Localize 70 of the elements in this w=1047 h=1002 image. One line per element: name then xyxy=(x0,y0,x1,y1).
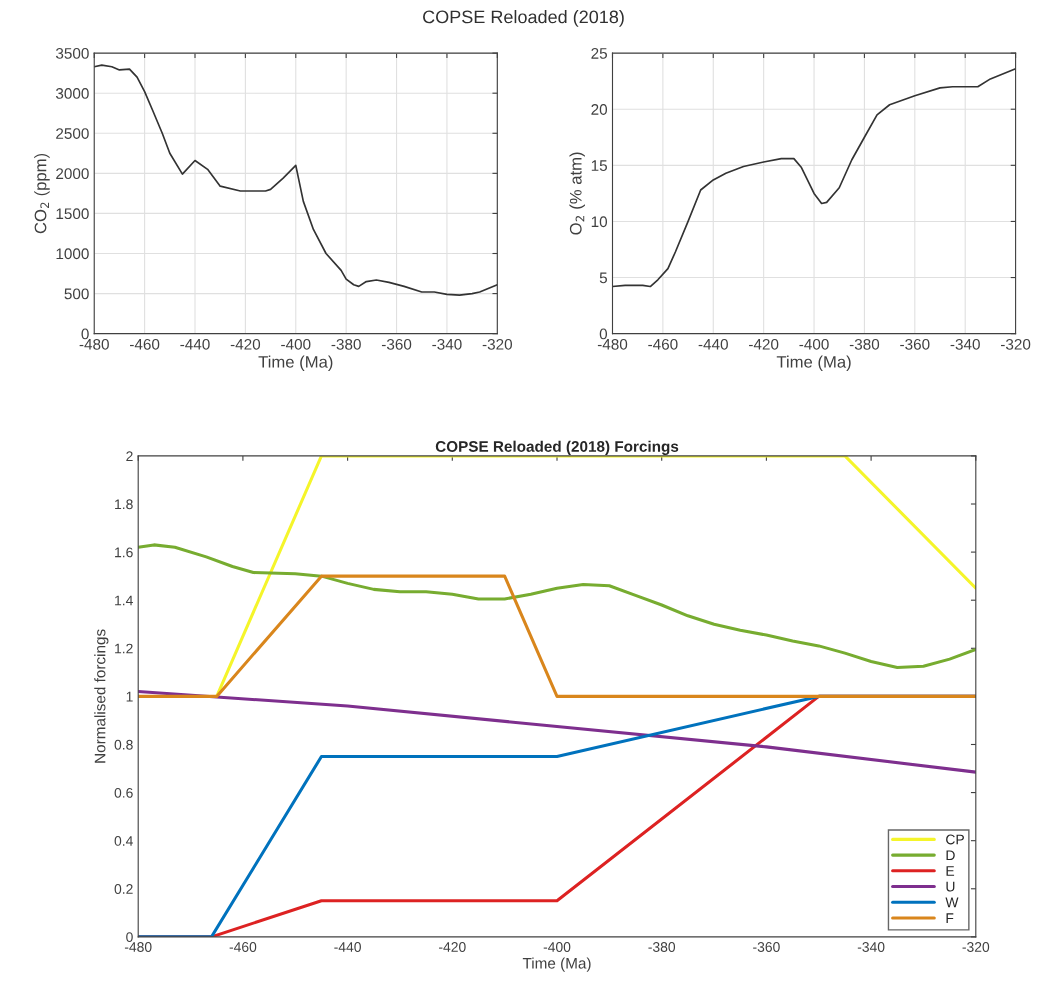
y-tick-label: 0.8 xyxy=(114,739,133,750)
x-tick-label: -480 xyxy=(597,338,628,350)
y-tick-label: 2500 xyxy=(56,128,89,139)
y-tick-label: 10 xyxy=(591,216,608,228)
chart-title: COPSE Reloaded (2018) Forcings xyxy=(435,440,679,455)
y-tick-label: 5 xyxy=(599,272,607,284)
x-tick-label: -360 xyxy=(900,338,930,350)
x-tick-label: -420 xyxy=(439,942,466,952)
x-tick-label: -320 xyxy=(962,942,990,952)
y-tick-label: 0 xyxy=(599,328,608,340)
line-series xyxy=(94,64,498,297)
x-tick-label: -320 xyxy=(482,338,513,350)
y-tick-label: 2 xyxy=(126,451,133,461)
x-tick-label: -460 xyxy=(648,338,678,350)
y-tick-label: 0.4 xyxy=(114,836,133,846)
y-tick-label: 1000 xyxy=(56,248,89,260)
x-tick-label: -400 xyxy=(799,338,829,350)
y-tick-label: 15 xyxy=(591,160,607,172)
x-tick-label: -420 xyxy=(230,338,261,350)
x-tick-label: -340 xyxy=(950,338,980,350)
x-tick-label: -360 xyxy=(753,942,780,952)
x-tick-label: -380 xyxy=(849,338,880,350)
legend-label: F xyxy=(946,913,954,923)
y-tick-label: 0.2 xyxy=(114,884,133,894)
x-axis-title: Time (Ma) xyxy=(776,355,851,372)
x-tick-label: -460 xyxy=(229,942,257,952)
x-tick-label: -420 xyxy=(749,338,779,350)
x-tick-label: -340 xyxy=(857,942,885,952)
y-tick-label: 3500 xyxy=(55,47,89,59)
x-tick-label: -360 xyxy=(381,338,412,350)
y-axis-title: CO$_{2}$ (ppm) xyxy=(34,153,50,234)
legend-label: CP xyxy=(946,834,964,845)
y-tick-label: 1500 xyxy=(56,208,89,220)
line-series xyxy=(612,67,1016,288)
y-tick-label: 1.6 xyxy=(115,547,133,558)
chart-title: COPSE Reloaded (2018) xyxy=(423,10,624,27)
legend-label: D xyxy=(946,850,955,860)
legend-label: E xyxy=(946,866,955,876)
y-axis-title: Normalised forcings xyxy=(94,629,109,763)
legend-label: W xyxy=(945,897,959,908)
x-tick-label: -480 xyxy=(79,338,109,350)
x-tick-label: -340 xyxy=(432,338,462,350)
x-axis-title: Time (Ma) xyxy=(522,957,591,972)
y-tick-label: 1 xyxy=(126,691,133,702)
x-tick-label: -440 xyxy=(698,338,728,350)
y-tick-label: 1.4 xyxy=(115,595,133,606)
line-series xyxy=(138,543,976,670)
y-tick-label: 2000 xyxy=(56,168,89,180)
y-axis-title: O$_{2}$ (% atm) xyxy=(569,152,585,235)
x-tick-label: -400 xyxy=(281,338,311,350)
x-tick-label: -440 xyxy=(334,942,361,952)
x-axis-title: Time (Ma) xyxy=(258,355,333,372)
y-tick-label: 1.2 xyxy=(115,643,133,654)
y-tick-label: 3000 xyxy=(55,88,89,99)
y-tick-label: 1.8 xyxy=(115,499,133,510)
y-tick-label: 0 xyxy=(81,328,89,340)
x-tick-label: -460 xyxy=(130,338,160,350)
x-tick-label: -440 xyxy=(180,338,210,350)
line-series xyxy=(138,690,976,774)
x-tick-label: -320 xyxy=(1000,338,1031,350)
y-tick-label: 20 xyxy=(591,104,608,115)
x-tick-label: -380 xyxy=(331,338,361,350)
y-tick-label: 0 xyxy=(126,932,133,943)
legend-label: U xyxy=(946,881,955,892)
y-tick-label: 25 xyxy=(591,47,607,59)
x-tick-label: -400 xyxy=(543,942,571,952)
y-tick-label: 500 xyxy=(64,288,89,300)
x-tick-label: -480 xyxy=(124,942,152,952)
x-tick-label: -380 xyxy=(648,942,676,952)
y-tick-label: 0.6 xyxy=(114,787,133,798)
